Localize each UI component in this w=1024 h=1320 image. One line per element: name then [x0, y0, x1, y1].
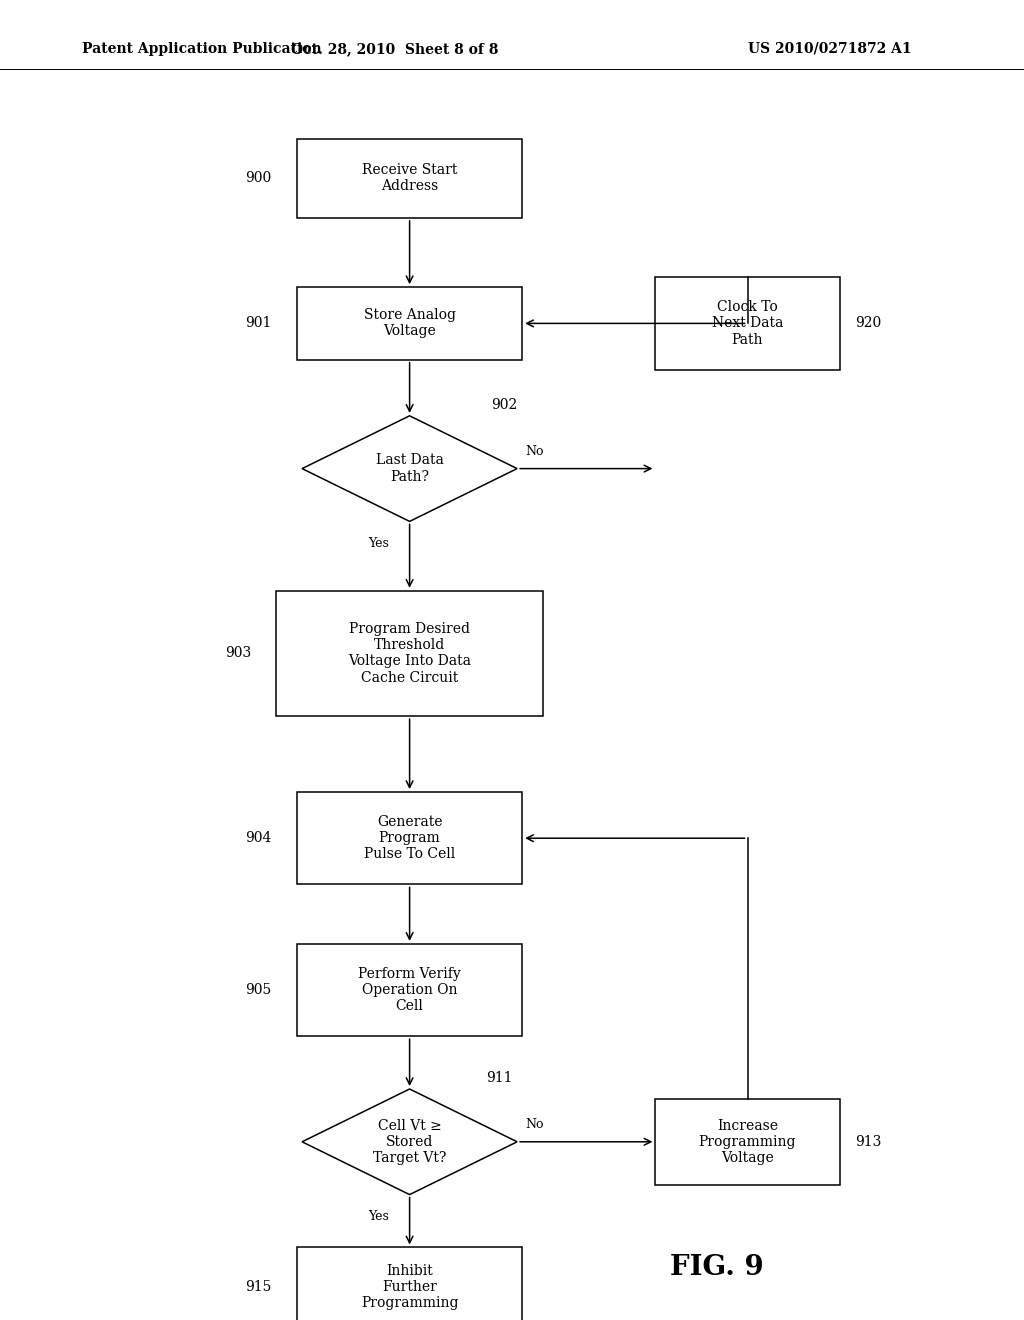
Text: 901: 901	[245, 317, 271, 330]
Polygon shape	[302, 416, 517, 521]
FancyBboxPatch shape	[655, 1098, 840, 1185]
Text: 911: 911	[486, 1072, 513, 1085]
Text: 904: 904	[245, 832, 271, 845]
Text: Oct. 28, 2010  Sheet 8 of 8: Oct. 28, 2010 Sheet 8 of 8	[291, 42, 498, 55]
Text: Perform Verify
Operation On
Cell: Perform Verify Operation On Cell	[358, 966, 461, 1014]
FancyBboxPatch shape	[297, 1247, 522, 1320]
Text: No: No	[525, 1118, 544, 1131]
FancyBboxPatch shape	[297, 944, 522, 1036]
Text: US 2010/0271872 A1: US 2010/0271872 A1	[748, 42, 911, 55]
Text: Cell Vt ≥
Stored
Target Vt?: Cell Vt ≥ Stored Target Vt?	[373, 1118, 446, 1166]
Text: Yes: Yes	[369, 1210, 389, 1224]
Text: Store Analog
Voltage: Store Analog Voltage	[364, 309, 456, 338]
Text: Clock To
Next Data
Path: Clock To Next Data Path	[712, 300, 783, 347]
Text: 905: 905	[245, 983, 271, 997]
FancyBboxPatch shape	[276, 591, 543, 715]
Text: Inhibit
Further
Programming: Inhibit Further Programming	[360, 1263, 459, 1311]
Text: 915: 915	[245, 1280, 271, 1294]
FancyBboxPatch shape	[297, 286, 522, 359]
Text: Yes: Yes	[369, 537, 389, 550]
Text: 920: 920	[855, 317, 882, 330]
Text: Receive Start
Address: Receive Start Address	[361, 164, 458, 193]
FancyBboxPatch shape	[655, 277, 840, 370]
Text: Generate
Program
Pulse To Cell: Generate Program Pulse To Cell	[364, 814, 456, 862]
Text: 913: 913	[855, 1135, 882, 1148]
Text: Program Desired
Threshold
Voltage Into Data
Cache Circuit: Program Desired Threshold Voltage Into D…	[348, 622, 471, 685]
Text: Last Data
Path?: Last Data Path?	[376, 454, 443, 483]
Text: 902: 902	[492, 399, 518, 412]
FancyBboxPatch shape	[297, 139, 522, 218]
Text: Patent Application Publication: Patent Application Publication	[82, 42, 322, 55]
Polygon shape	[302, 1089, 517, 1195]
Text: FIG. 9: FIG. 9	[670, 1254, 764, 1280]
Text: 900: 900	[245, 172, 271, 185]
FancyBboxPatch shape	[297, 792, 522, 884]
Text: Increase
Programming
Voltage: Increase Programming Voltage	[698, 1118, 797, 1166]
Text: 903: 903	[224, 647, 251, 660]
Text: No: No	[525, 445, 544, 458]
